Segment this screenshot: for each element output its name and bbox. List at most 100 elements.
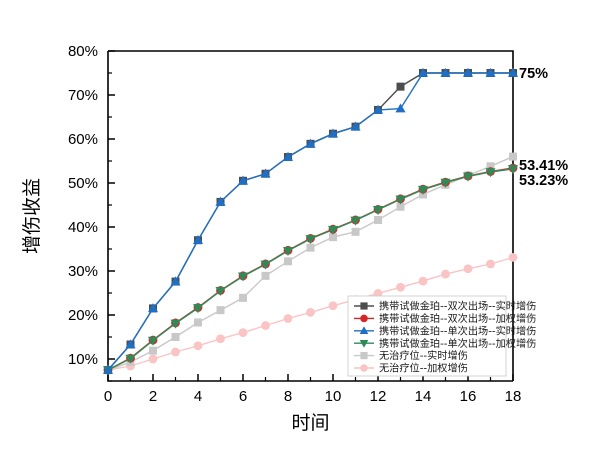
data-point: [328, 301, 338, 311]
legend-label: 携带试做金珀--单次出场--加权增伤: [379, 337, 536, 350]
data-point: [327, 225, 339, 235]
y-tick-label: 30%: [68, 263, 98, 280]
data-point: [170, 276, 181, 286]
data-point: [215, 287, 226, 297]
x-axis-title: 时间: [291, 412, 329, 434]
data-point: [147, 336, 159, 346]
data-point: [149, 346, 157, 355]
x-tick-label: 0: [104, 388, 112, 405]
data-point: [260, 168, 271, 178]
legend-label: 携带试做金珀--单次出场--实时增伤: [379, 324, 536, 337]
data-point: [306, 243, 315, 252]
data-point: [261, 321, 270, 330]
data-point: [327, 128, 339, 138]
x-tick-label: 2: [149, 388, 157, 405]
annotation-0: 75%: [519, 66, 548, 82]
data-point: [507, 67, 519, 77]
annotation-2: 53.23%: [519, 173, 568, 189]
data-point: [239, 293, 247, 302]
legend: 携带试做金珀--双次出场--实时增伤携带试做金珀--双次出场--加权增伤携带试做…: [354, 300, 536, 375]
data-point: [284, 257, 292, 266]
data-point: [417, 185, 429, 195]
data-point: [192, 304, 204, 314]
data-point: [418, 276, 428, 286]
data-point: [360, 314, 368, 323]
annotation-1: 53.41%: [519, 158, 568, 174]
data-point: [216, 306, 225, 315]
data-point: [147, 303, 159, 313]
data-point: [194, 318, 202, 327]
y-tick-label: 50%: [68, 175, 98, 192]
data-point: [396, 202, 405, 211]
x-tick-label: 18: [505, 388, 522, 405]
x-tick-label: 4: [194, 388, 202, 405]
data-point: [360, 364, 368, 372]
data-point: [238, 328, 248, 338]
axis-frame-top-right: [108, 50, 514, 381]
data-point: [351, 227, 360, 236]
y-axis-title: 增伤收益: [21, 178, 43, 254]
y-tick-label: 70%: [68, 87, 98, 104]
data-point: [282, 246, 294, 257]
data-point: [359, 326, 369, 335]
legend-label: 无治疗位--实时增伤: [379, 349, 468, 362]
data-point: [440, 178, 451, 188]
legend-label: 携带试做金珀--双次出场--实时增伤: [379, 300, 536, 313]
data-point: [507, 165, 519, 175]
x-tick-label: 12: [370, 388, 387, 405]
data-point: [485, 168, 496, 178]
data-point: [260, 260, 271, 270]
data-point: [395, 195, 406, 205]
data-point: [170, 319, 181, 329]
legend-label: 携带试做金珀--双次出场--加权增伤: [379, 312, 536, 325]
data-point: [193, 341, 203, 351]
series-2: [102, 67, 519, 374]
data-point: [359, 339, 369, 348]
data-point: [261, 271, 270, 280]
y-tick-label: 60%: [68, 131, 98, 148]
data-point: [125, 354, 136, 364]
data-point: [305, 138, 316, 148]
data-point: [360, 352, 368, 360]
data-point: [440, 67, 451, 77]
data-point: [463, 264, 473, 274]
series-3: [102, 165, 519, 376]
x-tick-label: 6: [239, 388, 247, 405]
data-point: [283, 314, 293, 323]
data-point: [125, 339, 136, 349]
data-point: [215, 196, 226, 206]
data-point: [148, 354, 158, 364]
data-point: [171, 347, 180, 357]
data-point: [171, 333, 180, 341]
data-point: [360, 302, 368, 310]
data-point: [374, 215, 382, 224]
x-tick-label: 14: [415, 388, 432, 405]
data-point: [485, 67, 496, 77]
legend-label: 无治疗位--加权增伤: [379, 362, 468, 375]
legend-box: [347, 295, 507, 377]
data-point: [282, 151, 294, 161]
data-point: [396, 82, 405, 91]
data-point: [486, 162, 495, 171]
data-point: [192, 234, 204, 244]
data-point: [350, 216, 361, 226]
x-tick-label: 16: [460, 388, 477, 405]
data-point: [237, 272, 249, 282]
data-point: [396, 282, 405, 292]
y-tick-label: 10%: [68, 351, 98, 368]
data-point: [441, 269, 450, 279]
data-point: [395, 103, 406, 113]
y-tick-label: 20%: [68, 307, 98, 324]
data-point: [350, 121, 361, 131]
data-point: [372, 206, 384, 216]
data-point: [509, 152, 517, 161]
y-tick-label: 40%: [68, 219, 98, 236]
data-point: [306, 307, 315, 317]
data-point: [508, 252, 518, 262]
x-tick-label: 8: [284, 388, 292, 405]
data-point: [417, 67, 429, 77]
data-point: [486, 259, 495, 269]
data-point: [462, 67, 474, 77]
